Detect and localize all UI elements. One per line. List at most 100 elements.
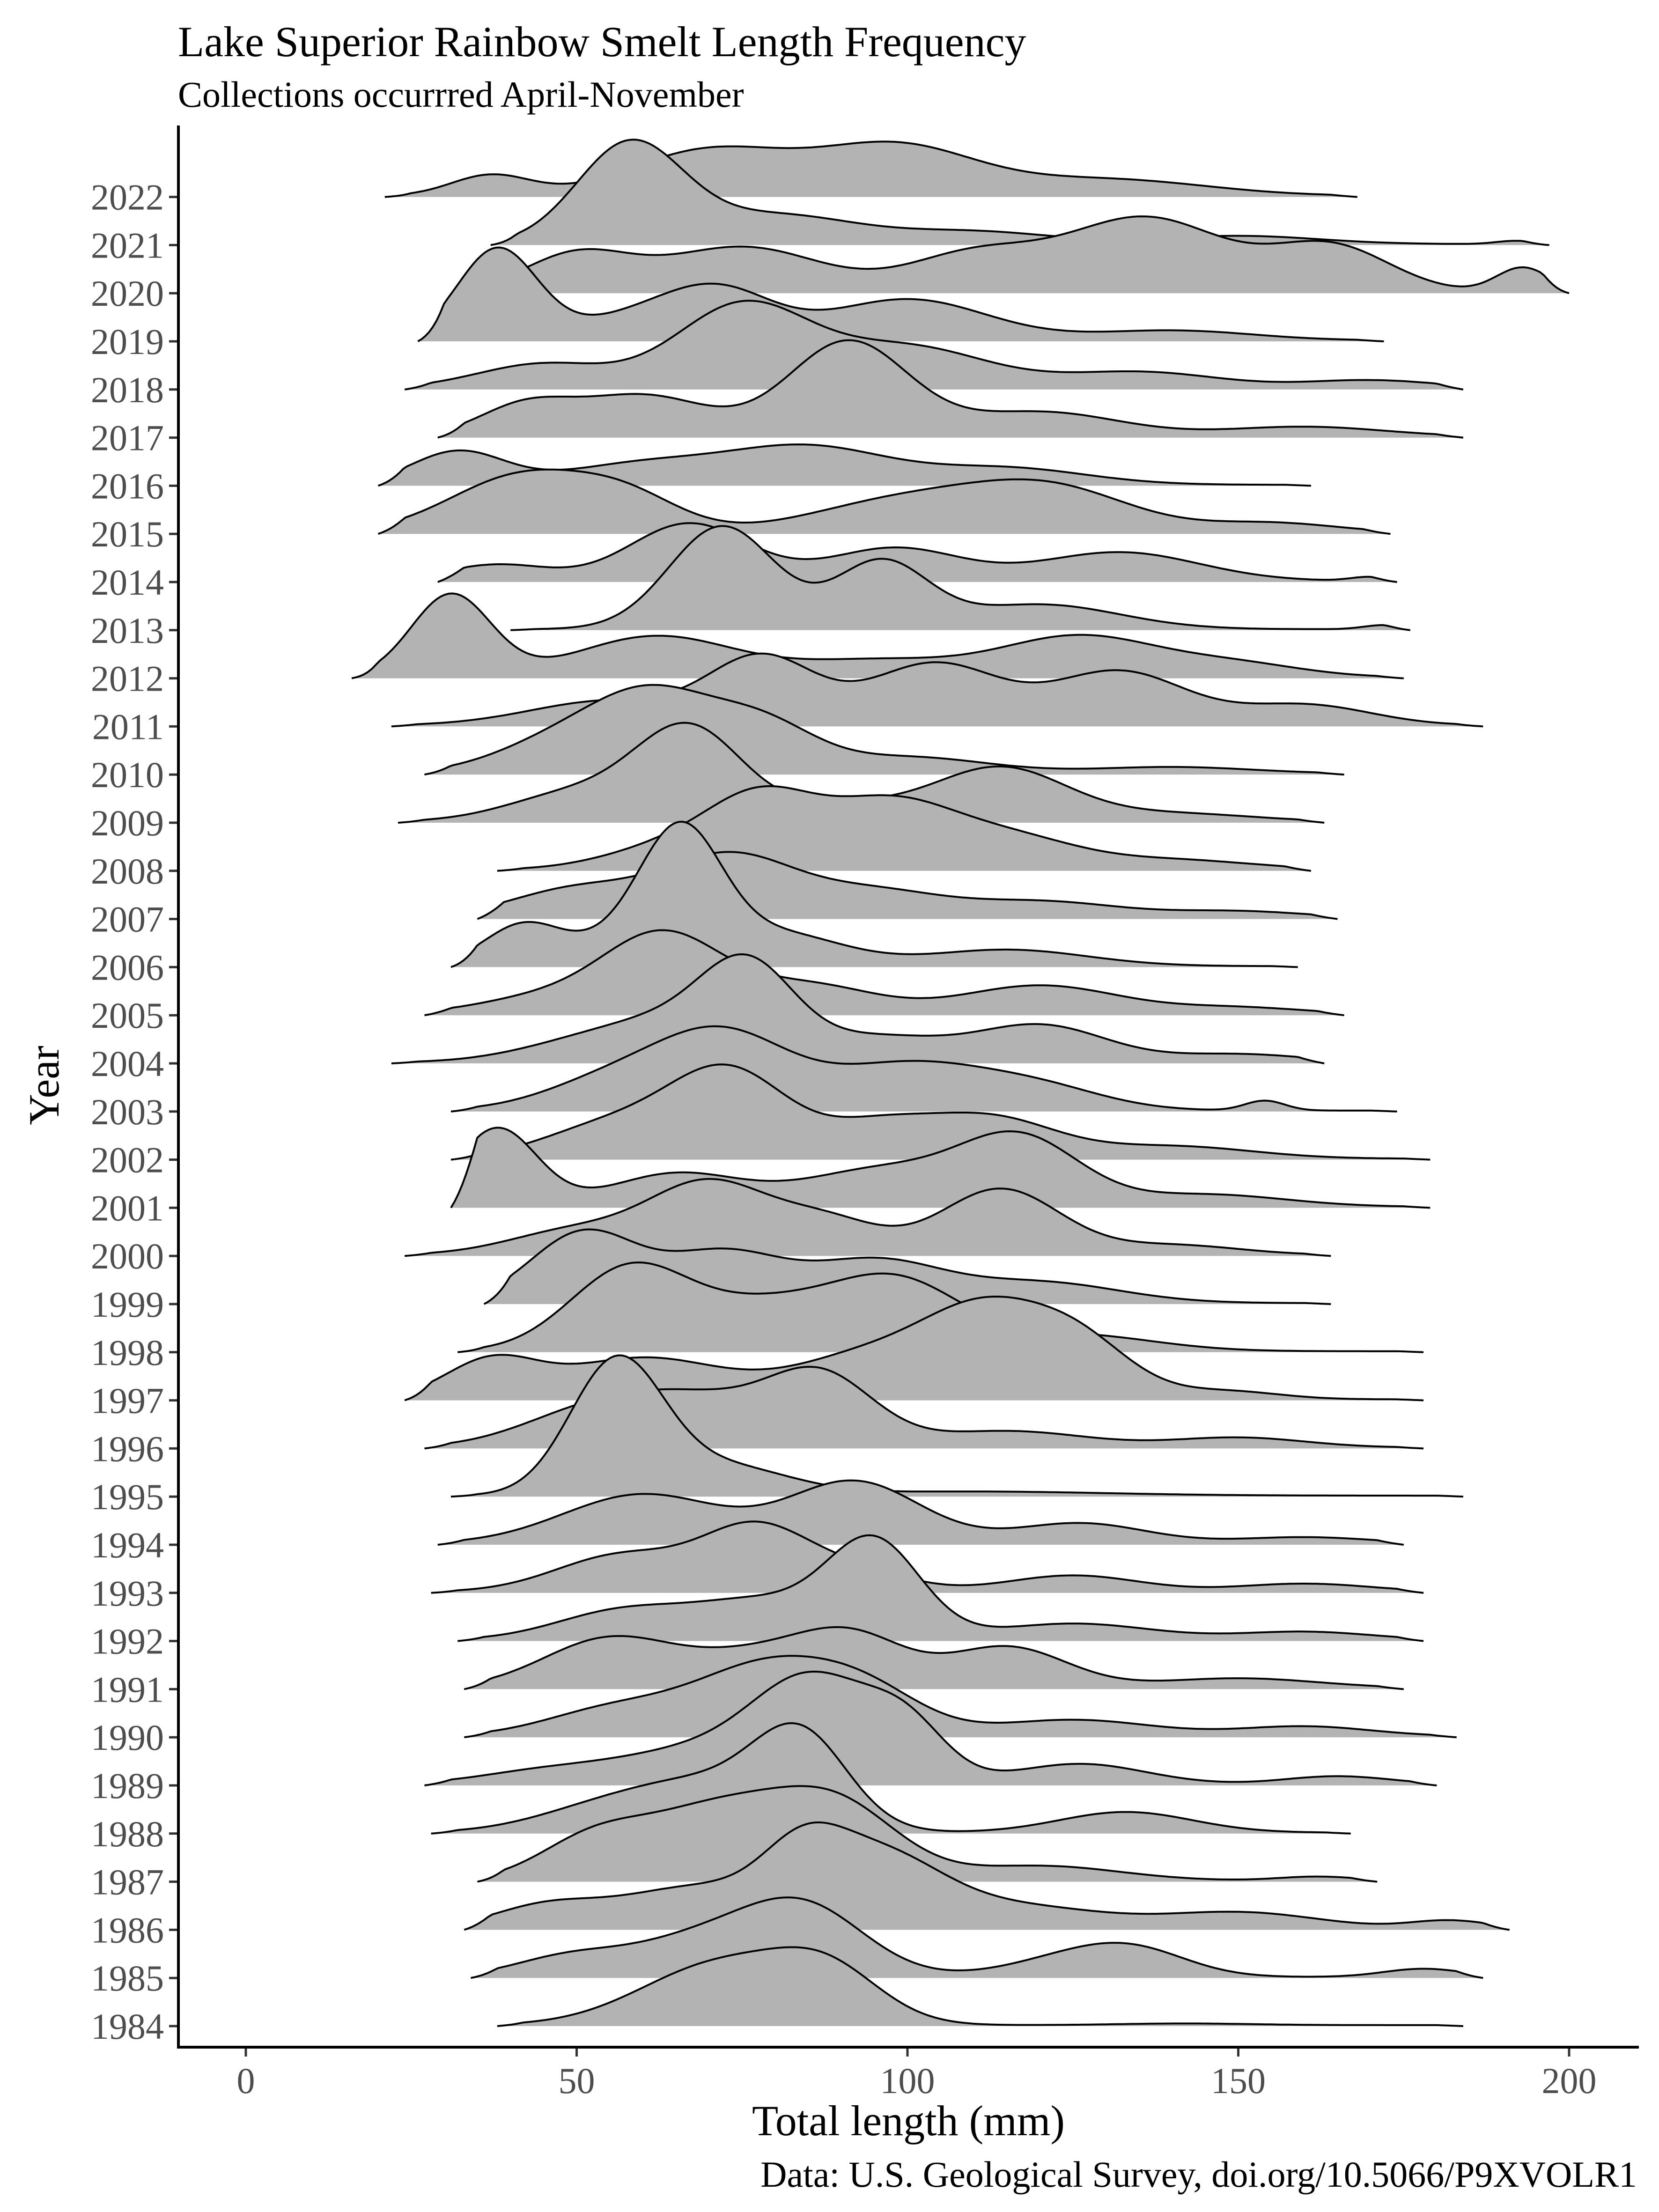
ridge-2004 bbox=[391, 953, 1325, 1064]
ridge-1995 bbox=[450, 1354, 1463, 1498]
y-tick-label: 2005 bbox=[91, 995, 164, 1036]
y-tick-label: 1996 bbox=[91, 1428, 164, 1469]
ridge-outline bbox=[351, 592, 1404, 679]
y-tick-label: 2003 bbox=[91, 1091, 164, 1132]
ridge-1988 bbox=[431, 1722, 1351, 1835]
ridge-outline bbox=[431, 1722, 1351, 1835]
x-tick-labels: 0 50 100 150 200 bbox=[237, 2047, 1597, 2101]
ridge-fill bbox=[457, 1262, 1424, 1352]
chart-title: Lake Superior Rainbow Smelt Length Frequ… bbox=[178, 18, 1026, 66]
ridge-outline bbox=[404, 1295, 1424, 1401]
ridge-fill bbox=[451, 1355, 1463, 1497]
ridge-fill bbox=[437, 340, 1463, 438]
y-tick-label: 2020 bbox=[91, 273, 164, 314]
ridge-2015 bbox=[377, 468, 1391, 535]
ridge-outline bbox=[384, 140, 1357, 198]
ridge-fill bbox=[405, 1297, 1424, 1401]
ridge-fill bbox=[497, 1947, 1463, 2026]
y-tick-label: 1992 bbox=[91, 1621, 164, 1662]
ridge-fill bbox=[437, 1480, 1404, 1545]
ridge-fill bbox=[431, 1723, 1351, 1834]
ridge-2021 bbox=[490, 139, 1549, 246]
ridge-1991 bbox=[464, 1626, 1404, 1690]
y-tick-label: 1990 bbox=[91, 1717, 164, 1758]
y-tick-label: 2017 bbox=[91, 418, 164, 458]
ridge-outline bbox=[464, 1626, 1404, 1690]
ridge-fill bbox=[490, 216, 1569, 294]
y-tick-label: 2021 bbox=[91, 225, 164, 265]
ridge-2000 bbox=[404, 1178, 1331, 1257]
ridge-fill bbox=[464, 1627, 1404, 1689]
ridge-2018 bbox=[404, 300, 1464, 391]
y-tick-label: 1986 bbox=[91, 1910, 164, 1950]
ridge-layer bbox=[351, 139, 1570, 2027]
ridge-2017 bbox=[437, 339, 1464, 439]
ridge-2016 bbox=[377, 443, 1311, 487]
chart-subtitle: Collections occurrred April-November bbox=[178, 74, 744, 115]
ridge-fill bbox=[405, 301, 1463, 390]
y-tick-label: 2008 bbox=[91, 851, 164, 892]
x-tick-label: 0 bbox=[237, 2060, 255, 2101]
y-tick-label: 1987 bbox=[91, 1862, 164, 1902]
ridge-fill bbox=[510, 526, 1410, 630]
ridge-outline bbox=[391, 652, 1483, 728]
y-tick-label: 1999 bbox=[91, 1284, 164, 1325]
ridge-outline bbox=[450, 1025, 1397, 1113]
y-tick-label: 2002 bbox=[91, 1140, 164, 1180]
ridge-outline bbox=[391, 953, 1325, 1064]
x-tick-label: 150 bbox=[1211, 2060, 1266, 2101]
ridge-2013 bbox=[510, 525, 1411, 631]
ridge-outline bbox=[377, 443, 1311, 487]
ridge-outline bbox=[477, 851, 1338, 920]
ridge-outline bbox=[437, 339, 1464, 439]
y-tick-label: 2022 bbox=[91, 177, 164, 218]
x-tick-label: 50 bbox=[559, 2060, 595, 2101]
ridge-fill bbox=[352, 593, 1404, 678]
y-tick-label: 2014 bbox=[91, 562, 164, 603]
x-axis-title: Total length (mm) bbox=[752, 2097, 1065, 2145]
ridge-fill bbox=[424, 930, 1344, 1016]
ridge-fill bbox=[457, 1535, 1424, 1641]
ridge-outline bbox=[437, 522, 1397, 583]
ridge-outline bbox=[477, 1785, 1378, 1883]
y-tick-label: 2006 bbox=[91, 947, 164, 988]
ridge-fill bbox=[431, 1521, 1424, 1593]
ridge-fill bbox=[405, 1179, 1331, 1256]
y-tick-label: 2010 bbox=[91, 754, 164, 795]
ridge-fill bbox=[378, 444, 1311, 486]
ridge-outline bbox=[424, 684, 1344, 776]
ridge-fill bbox=[398, 723, 1325, 823]
ridge-fill bbox=[451, 1064, 1430, 1160]
y-tick-label: 1994 bbox=[91, 1525, 164, 1565]
ridge-outline bbox=[457, 1261, 1424, 1353]
ridge-1997 bbox=[404, 1295, 1424, 1401]
ridge-fill bbox=[418, 247, 1384, 341]
ridge-fill bbox=[464, 1656, 1457, 1738]
ridge-outline bbox=[464, 1821, 1510, 1931]
y-tick-label: 1997 bbox=[91, 1380, 164, 1421]
y-tick-label: 1984 bbox=[91, 2006, 164, 2047]
y-tick-label: 2019 bbox=[91, 321, 164, 362]
ridge-outline bbox=[424, 1670, 1437, 1786]
y-tick-label: 2018 bbox=[91, 369, 164, 410]
y-tick-label: 1995 bbox=[91, 1476, 164, 1517]
ridge-outline bbox=[417, 246, 1384, 342]
ridge-outline bbox=[450, 820, 1298, 968]
ridge-1998 bbox=[457, 1261, 1424, 1353]
ridge-2020 bbox=[490, 215, 1570, 295]
ridge-outline bbox=[450, 1063, 1430, 1161]
ridge-outline bbox=[450, 1127, 1430, 1209]
ridge-2012 bbox=[351, 592, 1404, 679]
ridge-fill bbox=[378, 469, 1391, 534]
ridge-outline bbox=[404, 300, 1464, 391]
ridge-1990 bbox=[464, 1655, 1457, 1739]
y-tick-label: 1991 bbox=[91, 1669, 164, 1710]
y-tick-label: 2009 bbox=[91, 803, 164, 843]
ridge-1992 bbox=[457, 1534, 1424, 1642]
ridge-1994 bbox=[437, 1479, 1404, 1546]
y-tick-label: 1985 bbox=[91, 1958, 164, 1998]
ridge-outline bbox=[377, 468, 1391, 535]
ridge-fill bbox=[477, 1786, 1378, 1882]
ridge-1987 bbox=[477, 1785, 1378, 1883]
x-tick-label: 200 bbox=[1542, 2060, 1597, 2101]
